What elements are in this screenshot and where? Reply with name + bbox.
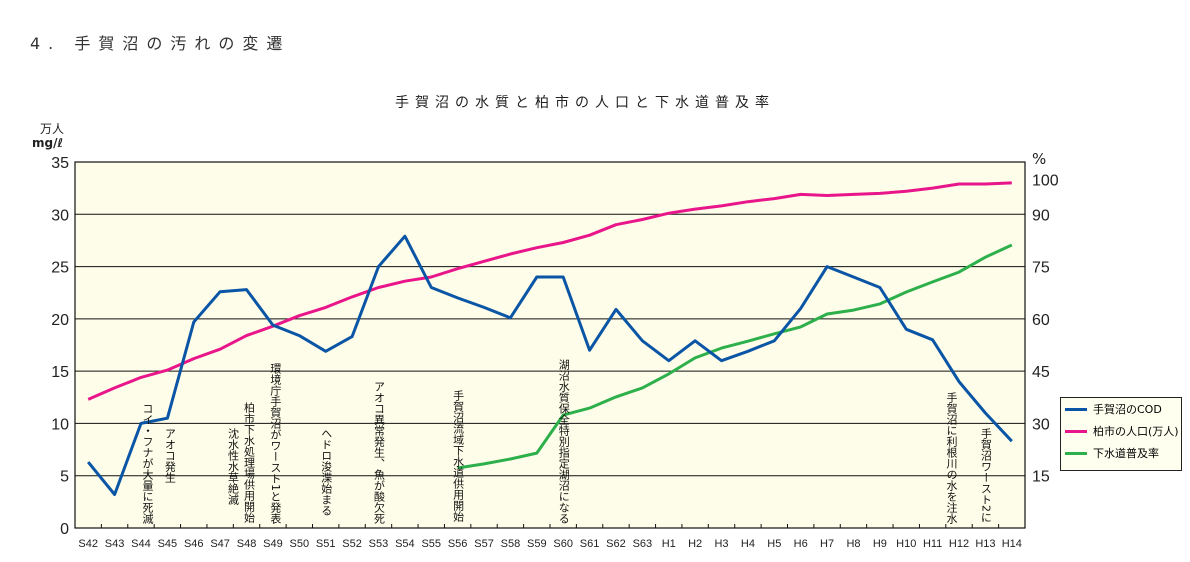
annotation: コイ・フナが大量に死滅: [140, 403, 154, 524]
x-tick-label: H2: [688, 538, 702, 550]
legend-swatch: [1065, 429, 1087, 433]
x-tick-label: H12: [949, 538, 969, 550]
x-tick-label: S50: [290, 538, 310, 550]
x-tick-label: H9: [873, 538, 887, 550]
right-tick-label: 100: [1032, 172, 1059, 189]
x-tick-label: S47: [210, 538, 230, 550]
x-tick-label: S53: [369, 538, 389, 550]
x-tick-label: H11: [923, 538, 942, 550]
x-tick-label: H14: [1002, 538, 1022, 550]
annotation: 手賀沼流域下水道供用開始: [451, 390, 465, 522]
left-tick-label: 25: [51, 260, 69, 277]
left-axis-unit-cod: mg/ℓ: [32, 136, 64, 150]
left-tick-label: 0: [60, 521, 69, 538]
legend-swatch: [1065, 407, 1087, 411]
x-tick-label: S54: [395, 538, 415, 550]
annotation: 湖沼水質保全特別指定湖沼になる: [557, 359, 571, 524]
x-tick-label: H6: [794, 538, 808, 550]
legend-swatch: [1065, 451, 1087, 455]
page-heading: 4. 手賀沼の汚れの変遷: [30, 34, 291, 53]
x-tick-label: S48: [237, 538, 257, 550]
series-line-1: [87, 181, 1012, 401]
series-line-0: [87, 234, 1013, 496]
left-tick-label: 5: [60, 469, 69, 486]
right-tick-label: 75: [1032, 260, 1050, 277]
x-tick-label: S55: [421, 538, 441, 550]
x-tick-label: H8: [846, 538, 860, 550]
legend-label: 柏市の人口(万人): [1093, 425, 1179, 438]
x-tick-label: S51: [316, 538, 336, 550]
left-tick-label: 35: [51, 155, 69, 172]
plot-area: [74, 161, 1026, 529]
series-line-2: [457, 243, 1013, 470]
right-axis-unit: %: [1032, 150, 1047, 168]
annotation: 手賀沼ワースト2に: [979, 428, 993, 523]
x-tick-label: S58: [501, 538, 521, 550]
right-tick-label: 15: [1032, 469, 1050, 486]
annotation: 沈水性水草絶滅: [226, 428, 240, 505]
legend-label: 下水道普及率: [1093, 447, 1159, 460]
x-tick-label: S57: [474, 538, 494, 550]
annotation: 柏市下水処理場供用開始: [242, 402, 256, 523]
x-tick-label: S42: [78, 538, 98, 550]
left-tick-label: 30: [51, 207, 69, 224]
legend-label: 手賀沼のCOD: [1093, 403, 1162, 416]
right-tick-label: 90: [1032, 207, 1050, 224]
right-tick-label: 45: [1032, 364, 1050, 381]
annotation: ヘドロ浚渫始まる: [319, 428, 333, 516]
annotation: アオコ異常発生、魚が酸欠死: [372, 381, 386, 524]
x-tick-label: S61: [580, 538, 600, 550]
annotation: アオコ発生: [163, 428, 177, 483]
left-tick-label: 10: [51, 416, 69, 433]
x-tick-label: H1: [662, 538, 676, 550]
x-tick-label: S43: [105, 538, 125, 550]
left-tick-label: 20: [51, 312, 69, 329]
x-tick-label: S46: [184, 538, 204, 550]
x-tick-label: S60: [553, 538, 573, 550]
x-tick-label: H10: [896, 538, 916, 550]
x-tick-label: H4: [741, 538, 755, 550]
legend-item-sewer: 下水道普及率: [1061, 442, 1181, 464]
chart-title: 手賀沼の水質と柏市の人口と下水道普及率: [395, 95, 775, 111]
x-tick-label: S63: [633, 538, 653, 550]
x-tick-label: S59: [527, 538, 547, 550]
x-tick-label: S52: [342, 538, 362, 550]
x-tick-label: H13: [975, 538, 995, 550]
annotation: 環境庁手賀沼がワースト1と発表: [268, 363, 282, 524]
x-tick-label: S62: [606, 538, 626, 550]
x-tick-label: S56: [448, 538, 468, 550]
x-tick-label: S49: [263, 538, 283, 550]
x-tick-label: H7: [820, 538, 834, 550]
left-axis-unit-population: 万人: [40, 122, 65, 136]
x-tick-label: S44: [131, 538, 151, 550]
legend-item-population: 柏市の人口(万人): [1061, 420, 1181, 442]
legend-item-cod: 手賀沼のCOD: [1061, 398, 1181, 420]
legend: 手賀沼のCOD 柏市の人口(万人) 下水道普及率: [1060, 397, 1182, 471]
x-tick-label: H3: [714, 538, 728, 550]
right-tick-label: 60: [1032, 312, 1050, 329]
x-tick-label: S45: [158, 538, 178, 550]
left-tick-label: 15: [51, 364, 69, 381]
right-tick-label: 30: [1032, 416, 1050, 433]
annotation: 手賀沼に利根川の水を注水: [945, 392, 959, 524]
x-tick-label: H5: [767, 538, 781, 550]
